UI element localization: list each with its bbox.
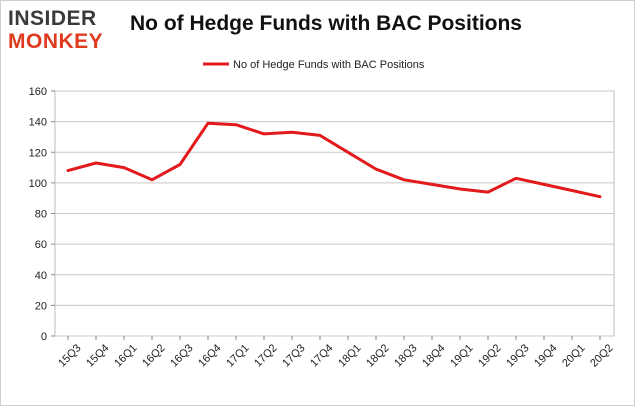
x-tick-label-16Q1: 16Q1 [112, 342, 140, 370]
x-tick-label-18Q4: 18Q4 [420, 342, 448, 370]
x-tick-label-17Q2: 17Q2 [252, 342, 280, 370]
y-tick-label-80: 80 [35, 209, 47, 221]
x-tick-label-15Q3: 15Q3 [56, 342, 84, 370]
x-tick-label-18Q1: 18Q1 [336, 342, 364, 370]
x-tick-label-16Q4: 16Q4 [196, 342, 224, 370]
data-point-16Q1 [122, 166, 126, 169]
chart-title: No of Hedge Funds with BAC Positions [130, 12, 522, 35]
data-point-18Q4 [430, 183, 434, 186]
logo-text-bottom: MONKEY [8, 30, 104, 53]
data-point-19Q2 [486, 190, 490, 194]
x-tick-label-16Q2: 16Q2 [140, 342, 168, 370]
data-point-16Q3 [178, 163, 182, 166]
data-point-18Q2 [374, 167, 378, 171]
data-point-20Q2 [598, 195, 602, 198]
y-tick-label-20: 20 [35, 300, 47, 312]
logo-text-top: INSIDER [8, 7, 97, 30]
y-tick-label-140: 140 [29, 117, 47, 129]
x-tick-label-20Q1: 20Q1 [560, 342, 588, 370]
y-tick-label-120: 120 [29, 147, 47, 159]
y-tick-label-0: 0 [41, 331, 47, 343]
x-tick-label-19Q2: 19Q2 [476, 342, 504, 370]
y-tick-label-60: 60 [35, 239, 47, 251]
x-tick-label-18Q3: 18Q3 [392, 342, 420, 370]
series-line-0 [66, 121, 602, 199]
data-point-17Q1 [234, 123, 238, 126]
data-point-19Q4 [542, 183, 546, 186]
data-point-18Q1 [346, 151, 350, 154]
y-tick-label-40: 40 [35, 270, 47, 282]
data-point-20Q1 [570, 189, 574, 192]
legend-label-0: No of Hedge Funds with BAC Positions [233, 59, 425, 71]
x-tick-label-17Q4: 17Q4 [308, 342, 336, 370]
x-tick-label-15Q4: 15Q4 [84, 342, 112, 370]
x-tick-label-19Q4: 19Q4 [532, 342, 560, 370]
x-tick-label-17Q3: 17Q3 [280, 342, 308, 370]
x-tick-label-20Q2: 20Q2 [588, 342, 616, 370]
x-tick-label-18Q2: 18Q2 [364, 342, 392, 370]
data-point-15Q3 [66, 169, 70, 172]
data-point-17Q4 [318, 134, 322, 137]
data-point-15Q4 [94, 161, 98, 165]
data-point-19Q3 [514, 177, 518, 180]
y-tick-label-100: 100 [29, 178, 47, 190]
data-point-17Q3 [290, 131, 294, 134]
data-point-19Q1 [458, 187, 462, 191]
insider-monkey-logo: INSIDER MONKEY [8, 8, 118, 54]
data-point-17Q2 [262, 132, 266, 136]
data-point-18Q3 [402, 178, 406, 182]
x-tick-label-19Q3: 19Q3 [504, 342, 532, 370]
x-tick-label-19Q1: 19Q1 [448, 342, 476, 370]
data-point-16Q4 [206, 121, 210, 125]
data-point-16Q2 [150, 178, 154, 182]
x-tick-label-17Q1: 17Q1 [224, 342, 252, 370]
x-tick-label-16Q3: 16Q3 [168, 342, 196, 370]
y-tick-label-160: 160 [29, 86, 47, 98]
